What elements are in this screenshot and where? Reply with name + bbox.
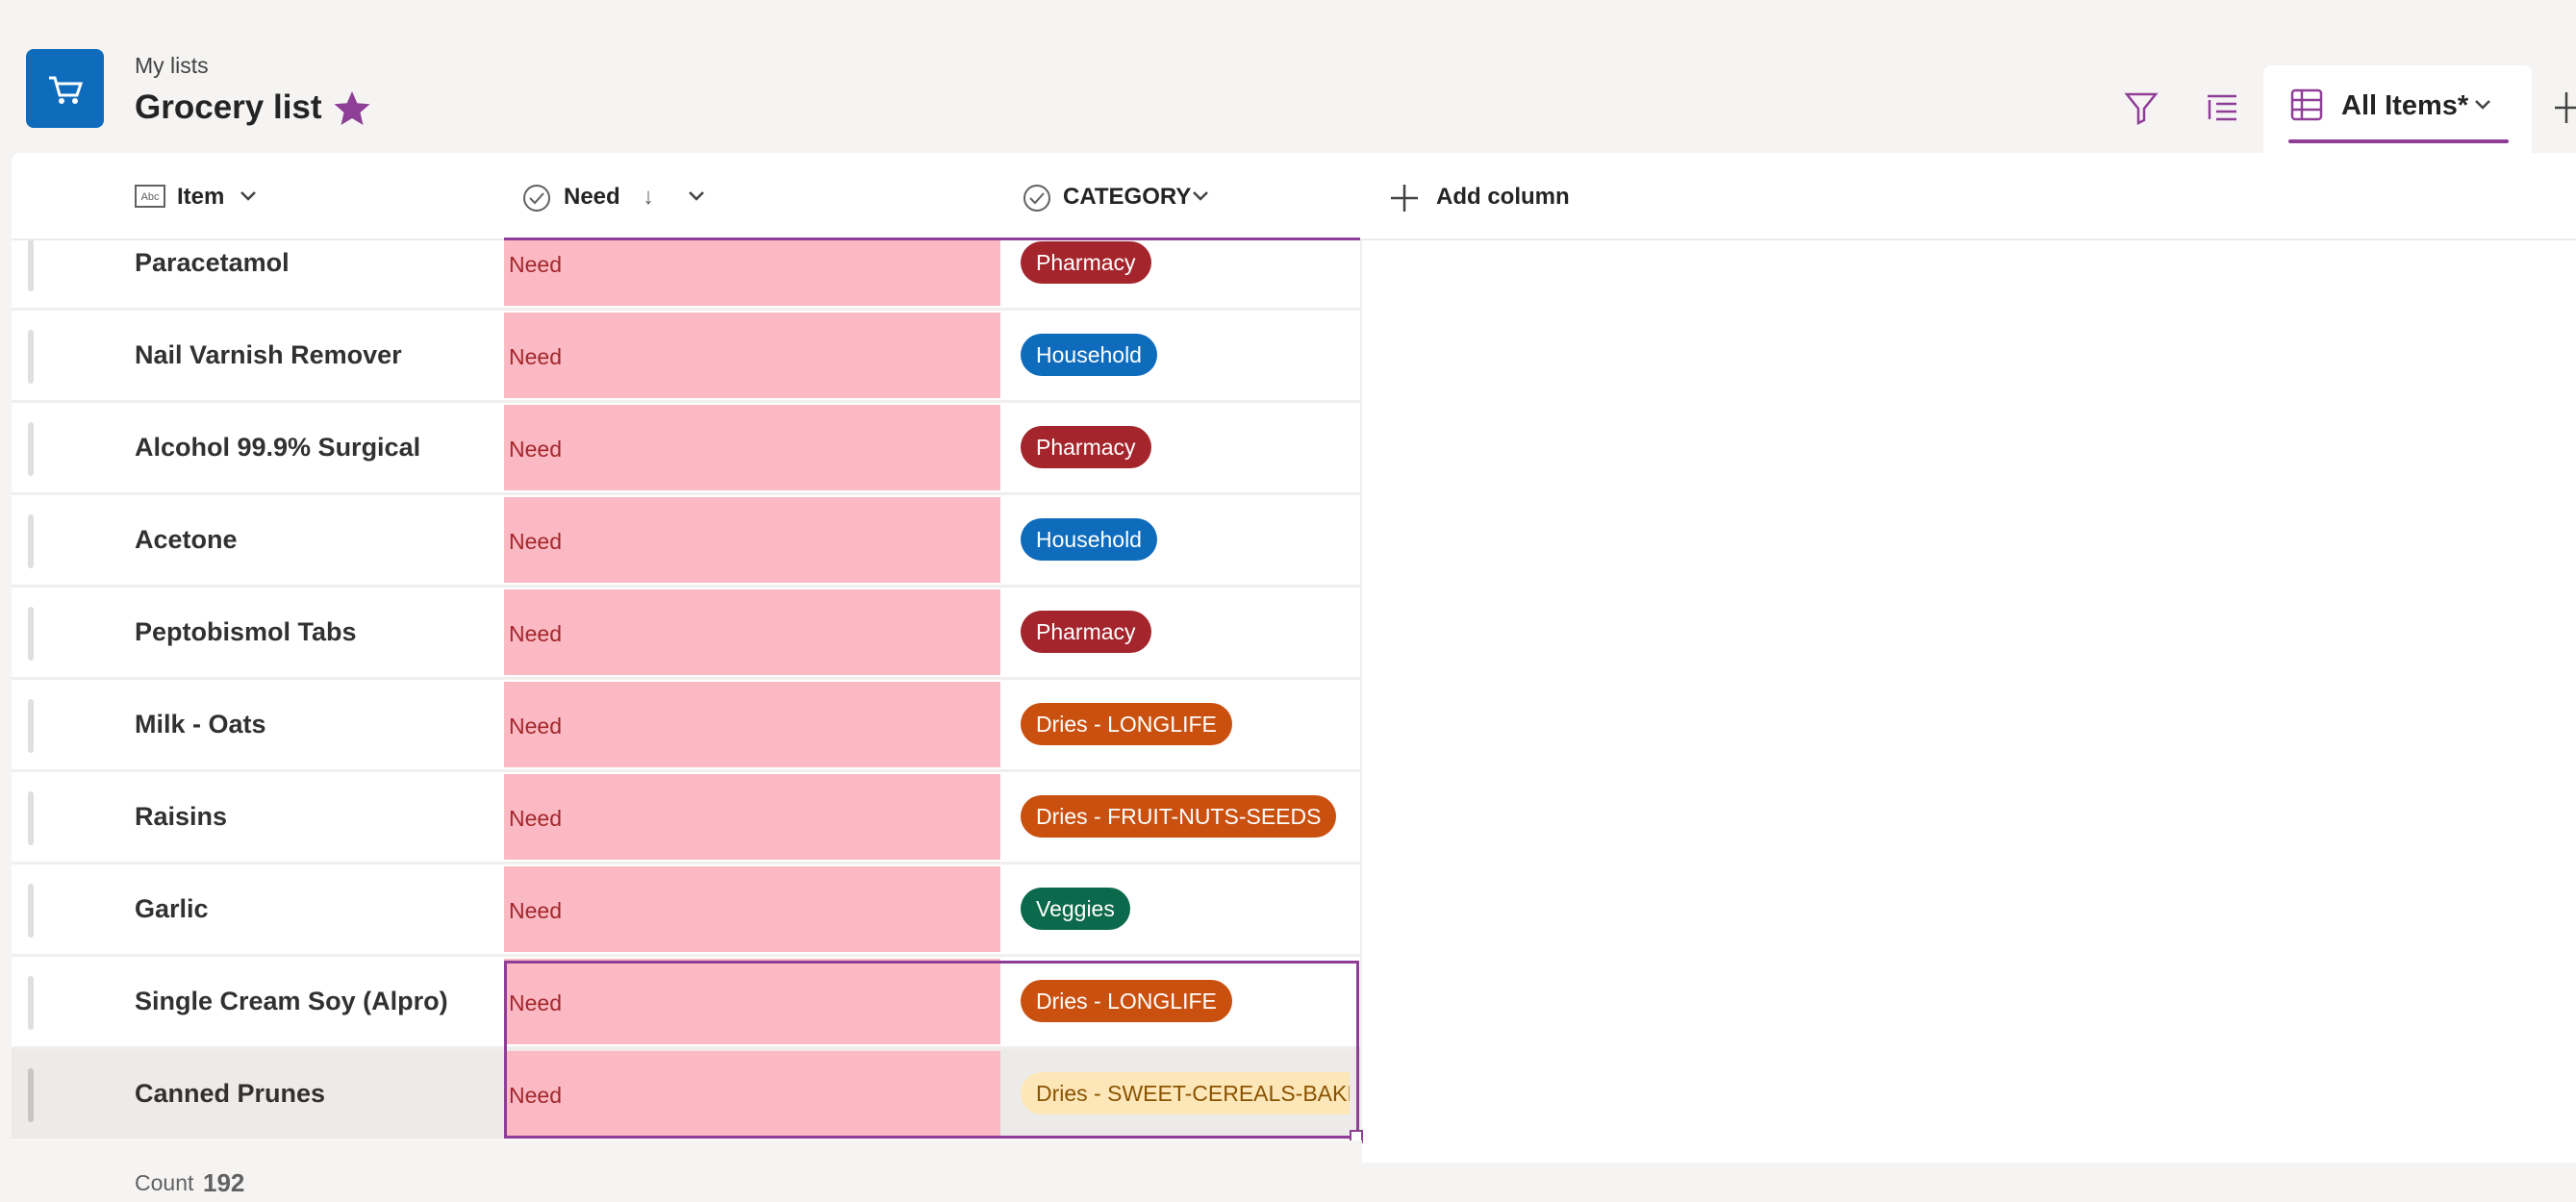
chevron: [2475, 100, 2490, 110]
need-value: Need: [509, 990, 562, 1015]
category-pill: Veggies: [1021, 888, 1130, 930]
list-row[interactable]: Raisins Need Dries - FRUIT-NUTS-SEEDS: [12, 772, 1362, 864]
need-cell: Need: [504, 682, 1000, 767]
add-column[interactable]: Add column: [1436, 184, 1570, 210]
grid-icon: [2290, 88, 2323, 121]
sort-underline: [504, 238, 1360, 240]
item-name: Raisins: [135, 802, 228, 831]
item-name: Peptobismol Tabs: [135, 617, 357, 646]
plus-icon: [1391, 185, 1418, 212]
list-row[interactable]: Paracetamol Need Pharmacy: [12, 240, 1362, 311]
category-pill: Pharmacy: [1021, 426, 1151, 468]
text-icon: Abc: [135, 185, 165, 208]
need-cell: Need: [504, 313, 1000, 398]
list-row[interactable]: Milk - Oats Need Dries - LONGLIFE: [12, 680, 1362, 772]
need-cell: Need: [504, 959, 1000, 1044]
list-row[interactable]: Acetone Need Household: [12, 495, 1362, 588]
list-row[interactable]: Canned Prunes Need Dries - SWEET-CEREALS-B…: [12, 1049, 1362, 1139]
list-row[interactable]: Nail Varnish Remover Need Household: [12, 311, 1362, 403]
group-icon[interactable]: [2205, 90, 2239, 125]
need-value: Need: [509, 529, 562, 554]
selection[interactable]: [504, 961, 1359, 1139]
need-cell: Need: [504, 866, 1000, 952]
drag-handle: [28, 422, 34, 476]
app-icon[interactable]: [26, 49, 104, 128]
add-view-icon[interactable]: [2555, 88, 2576, 127]
count-label: Count: [135, 1170, 194, 1195]
rows: Paracetamol Need Pharmacy Nail Varnish Remo…: [12, 240, 1362, 1139]
need-value: Need: [509, 1083, 562, 1108]
column-header[interactable]: Item: [177, 184, 225, 210]
need-value: Need: [509, 344, 562, 369]
favorite-star[interactable]: [332, 88, 372, 129]
drag-handle: [28, 330, 34, 384]
item-name: Milk - Oats: [135, 710, 266, 739]
column-header[interactable]: Need: [564, 184, 620, 210]
footer: Count 192: [12, 1140, 1362, 1202]
need-cell: Need: [504, 240, 1000, 306]
list-title: Grocery list: [135, 88, 322, 126]
drag-handle: [28, 884, 34, 938]
list-row[interactable]: Alcohol 99.9% Surgical Need Pharmacy: [12, 403, 1362, 495]
need-value: Need: [509, 252, 562, 277]
need-cell: Need: [504, 497, 1000, 583]
need-value: Need: [509, 898, 562, 923]
need-value: Need: [509, 621, 562, 646]
drag-handle: [28, 514, 34, 568]
svg-text:Abc: Abc: [141, 191, 160, 203]
breadcrumb[interactable]: My lists: [135, 53, 209, 78]
chevron[interactable]: [687, 189, 706, 203]
category-pill: Household: [1021, 334, 1157, 376]
chevron[interactable]: [239, 189, 258, 203]
drag-handle: [28, 1068, 34, 1122]
drag-handle: [28, 976, 34, 1030]
item-name: Single Cream Soy (Alpro): [135, 987, 448, 1015]
need-cell: Need: [504, 1051, 1000, 1137]
item-name: Alcohol 99.9% Surgical: [135, 433, 421, 462]
category-pill: Household: [1021, 518, 1157, 561]
category-pill: Dries - FRUIT-NUTS-SEEDS: [1021, 795, 1337, 838]
list-row[interactable]: Peptobismol Tabs Need Pharmacy: [12, 588, 1362, 680]
need-cell: Need: [504, 774, 1000, 860]
drag-handle: [28, 699, 34, 753]
list-row[interactable]: Garlic Need Veggies: [12, 864, 1362, 957]
drag-handle: [28, 240, 34, 291]
tab-underline: [2288, 139, 2509, 143]
item-name: Acetone: [135, 525, 238, 554]
count-value: 192: [203, 1168, 245, 1197]
category-pill: Pharmacy: [1021, 241, 1151, 284]
category-pill: Dries - LONGLIFE: [1021, 980, 1232, 1022]
choice-icon: [1023, 185, 1050, 212]
category-pill: Dries - LONGLIFE: [1021, 703, 1232, 745]
need-cell: Need: [504, 589, 1000, 675]
item-name: Canned Prunes: [135, 1079, 326, 1108]
choice-icon: [523, 185, 550, 212]
need-value: Need: [509, 437, 562, 462]
item-name: Nail Varnish Remover: [135, 340, 402, 369]
view-tab[interactable]: All Items*: [2263, 65, 2532, 153]
drag-handle: [28, 607, 34, 661]
chevron[interactable]: [1191, 189, 1210, 203]
sort-indicator: ↓: [643, 184, 654, 210]
drag-handle: [28, 791, 34, 845]
need-value: Need: [509, 714, 562, 739]
column-edge: [1360, 240, 1362, 1139]
view-name: All Items*: [2341, 90, 2469, 121]
need-cell: Need: [504, 405, 1000, 490]
item-name: Garlic: [135, 894, 209, 923]
category-pill: Dries - SWEET-CEREALS-BAKIN: [1021, 1072, 1350, 1114]
column-header[interactable]: CATEGORY: [1063, 184, 1192, 210]
category-pill: Pharmacy: [1021, 611, 1151, 653]
list-row[interactable]: Single Cream Soy (Alpro) Need Dries - LONG…: [12, 957, 1362, 1049]
filter-icon[interactable]: [2124, 90, 2159, 125]
need-value: Need: [509, 806, 562, 831]
item-name: Paracetamol: [135, 248, 290, 277]
cart-icon: [49, 76, 84, 104]
